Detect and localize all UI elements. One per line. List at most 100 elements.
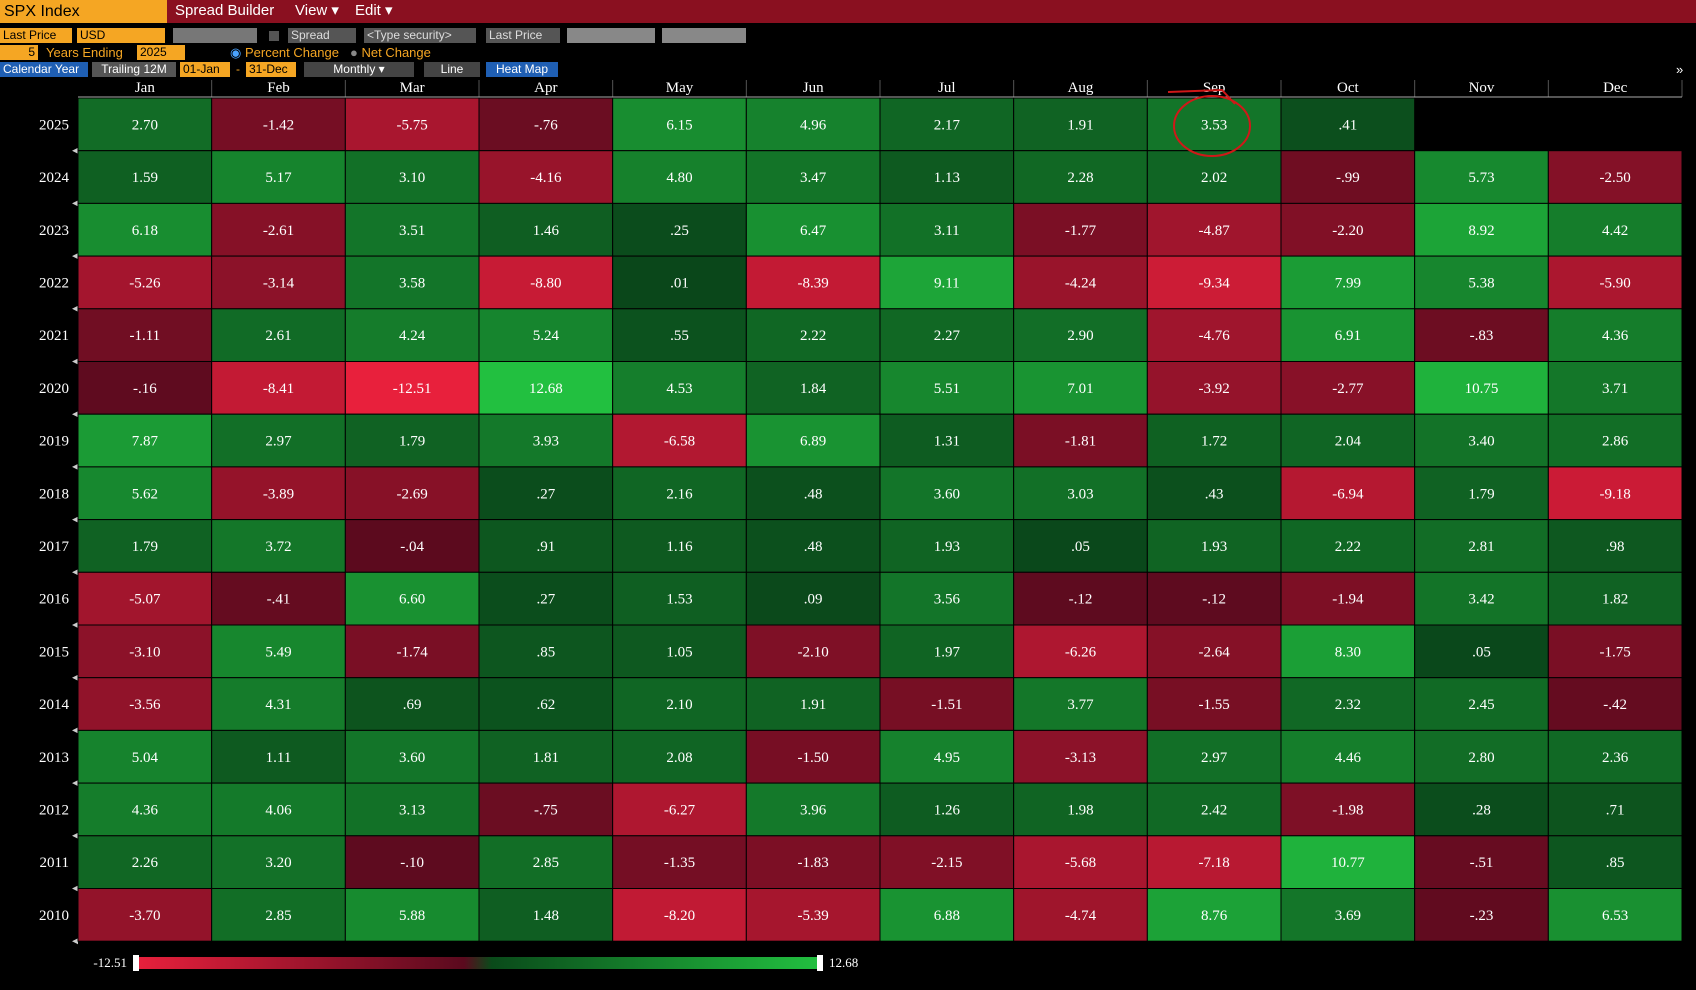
- field-select[interactable]: Last Price: [0, 28, 72, 43]
- cell-value: 2.08: [666, 750, 692, 766]
- cell-value: 3.40: [1468, 434, 1494, 450]
- heat-cell: [478, 888, 614, 942]
- end-year-input[interactable]: 2025: [137, 45, 185, 60]
- cell-value: 6.53: [1602, 908, 1628, 924]
- row-marker: [72, 885, 78, 892]
- scale-max: 12.68: [829, 955, 858, 970]
- security-input[interactable]: <Type security>: [364, 28, 476, 43]
- cell-value: 2.04: [1335, 434, 1362, 450]
- cell-value: 1.79: [132, 539, 158, 555]
- cell-value: 3.03: [1067, 486, 1093, 502]
- cell-value: 3.13: [399, 802, 425, 818]
- heat-cell: [344, 202, 480, 257]
- cell-value: -.75: [534, 802, 558, 818]
- cell-value: 5.62: [132, 486, 158, 502]
- cell-value: 1.48: [533, 908, 559, 924]
- radio-option[interactable]: ● Net Change: [350, 45, 431, 60]
- heat-cell: [1547, 308, 1683, 362]
- cell-value: -5.07: [129, 592, 161, 608]
- cell-value: 4.06: [265, 802, 292, 818]
- cell-value: 1.26: [934, 802, 961, 818]
- cell-value: 2.45: [1468, 697, 1494, 713]
- heat-cell: [1280, 150, 1416, 204]
- cell-value: 3.60: [399, 750, 425, 766]
- cell-value: 5.38: [1468, 275, 1494, 291]
- cell-value: 6.89: [800, 434, 826, 450]
- empty-select[interactable]: [173, 28, 257, 43]
- start-date[interactable]: 01-Jan: [180, 62, 230, 77]
- radio-option[interactable]: ◉ Percent Change: [230, 45, 339, 60]
- cell-value: 2.85: [533, 855, 559, 871]
- cell-value: -.04: [400, 539, 424, 555]
- cell-value: -2.15: [931, 855, 962, 871]
- cell-value: 3.51: [399, 223, 425, 239]
- heat-cell: [1280, 888, 1416, 942]
- heat-cell: [1280, 677, 1416, 731]
- cell-value: 6.18: [132, 223, 158, 239]
- cell-value: -6.27: [664, 802, 696, 818]
- cell-value: 1.53: [666, 592, 692, 608]
- cell-value: -1.51: [931, 697, 962, 713]
- cell-value: 3.11: [934, 223, 960, 239]
- security-field[interactable]: SPX Index: [0, 0, 167, 23]
- empty-select[interactable]: [567, 28, 655, 43]
- spread-select[interactable]: Spread: [288, 28, 356, 43]
- heat-cell: [1547, 413, 1683, 468]
- checkbox[interactable]: [269, 31, 279, 41]
- heat-cell: [1280, 571, 1416, 626]
- heat-cell: [344, 97, 480, 152]
- heat-cell: [211, 782, 346, 837]
- field2-select[interactable]: Last Price: [486, 28, 560, 43]
- scale-handle[interactable]: [817, 955, 823, 971]
- heat-cell: [1547, 150, 1683, 204]
- scale-handle[interactable]: [133, 955, 139, 971]
- cell-value: -3.92: [1199, 381, 1230, 397]
- cell-value: 3.69: [1335, 908, 1361, 924]
- heat-cell: [879, 202, 1015, 257]
- cell-value: 5.51: [934, 381, 960, 397]
- heat-cell: [1414, 255, 1549, 310]
- heat-cell: [478, 519, 614, 573]
- cell-value: -5.75: [397, 117, 428, 133]
- row-header: 2013: [39, 750, 69, 766]
- empty-select[interactable]: [662, 28, 746, 43]
- cell-value: -.12: [1069, 592, 1093, 608]
- period-select[interactable]: Monthly ▾: [304, 62, 414, 77]
- cell-value: -5.39: [798, 908, 829, 924]
- currency-select[interactable]: USD: [77, 28, 165, 43]
- tab[interactable]: Calendar Year: [0, 62, 88, 77]
- tab[interactable]: Heat Map: [486, 62, 558, 77]
- cell-value: -9.18: [1600, 486, 1631, 502]
- heat-cell: [1146, 202, 1282, 257]
- heat-cell: [211, 255, 346, 310]
- end-date[interactable]: 31-Dec: [246, 62, 296, 77]
- cell-value: 4.31: [265, 697, 291, 713]
- radio-label: Net Change: [361, 45, 431, 60]
- heat-cell: [745, 835, 881, 889]
- cell-value: 2.90: [1067, 328, 1093, 344]
- cell-value: 2.28: [1067, 170, 1093, 186]
- row-header: 2023: [39, 223, 69, 239]
- heat-cell: [478, 782, 614, 837]
- cell-value: -2.10: [798, 644, 829, 660]
- years-input[interactable]: 5: [0, 45, 38, 60]
- menu-item[interactable]: View ▾: [295, 2, 339, 19]
- cell-value: 4.36: [132, 802, 159, 818]
- cell-value: 4.95: [934, 750, 960, 766]
- tab[interactable]: Line: [424, 62, 480, 77]
- tab[interactable]: Trailing 12M: [92, 62, 176, 77]
- menu-item[interactable]: Spread Builder: [175, 2, 275, 19]
- row-marker: [72, 147, 78, 154]
- heat-cell: [1547, 571, 1683, 626]
- heat-cell: [745, 677, 881, 731]
- heat-cell: [77, 202, 213, 257]
- cell-value: 1.81: [533, 750, 559, 766]
- cell-value: 1.59: [132, 170, 158, 186]
- menu-item[interactable]: Edit ▾: [355, 2, 393, 19]
- annotation-stroke: [1167, 88, 1236, 105]
- cell-value: .27: [536, 486, 555, 502]
- heat-cell: [745, 361, 881, 415]
- heat-cell: [612, 361, 747, 415]
- cell-value: 6.60: [399, 592, 425, 608]
- more-button[interactable]: »: [1676, 62, 1684, 77]
